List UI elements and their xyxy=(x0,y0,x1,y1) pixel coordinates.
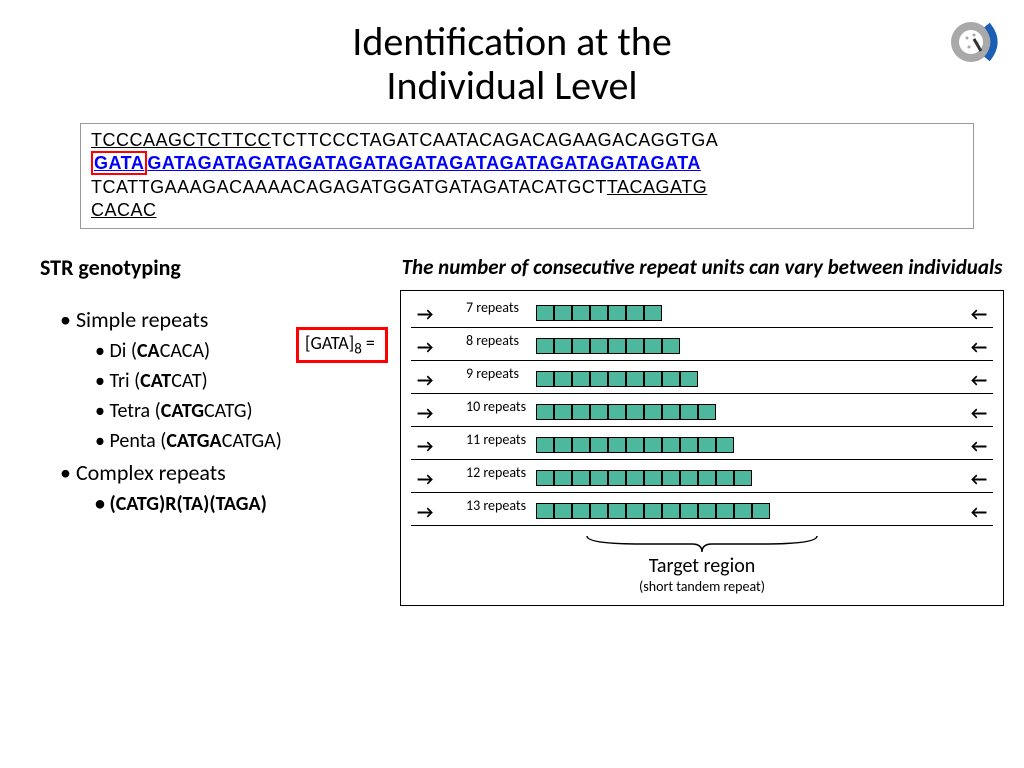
primer-arrow-left-icon: ← xyxy=(971,468,987,490)
repeat-row: → 8 repeats ← xyxy=(411,334,993,361)
repeat-count-label: 7 repeats xyxy=(466,299,519,316)
repeat-note: The number of consecutive repeat units c… xyxy=(400,254,1004,280)
repeat-row: → 13 repeats ← xyxy=(411,499,993,526)
primer-arrow-left-icon: ← xyxy=(971,501,987,523)
repeat-count-label: 13 repeats xyxy=(466,497,526,514)
bullet-tetra: • Tetra (CATGCATG) xyxy=(95,399,380,423)
repeat-row: → 11 repeats ← xyxy=(411,433,993,460)
bullet-complex: • Complex repeats xyxy=(60,459,380,486)
page-title: Identification at the Individual Level xyxy=(20,20,1004,108)
target-region-label: Target region (short tandem repeat) xyxy=(411,534,993,595)
primer-arrow-right-icon: → xyxy=(417,369,433,391)
repeat-boxes xyxy=(536,437,734,453)
primer-arrow-right-icon: → xyxy=(417,303,433,325)
sequence-box: TCCCAAGCTCTTCCTCTTCCCTAGATCAATACAGACAGAA… xyxy=(80,123,974,229)
repeat-count-label: 11 repeats xyxy=(466,431,526,448)
primer-arrow-left-icon: ← xyxy=(971,336,987,358)
primer-arrow-left-icon: ← xyxy=(971,369,987,391)
repeat-boxes xyxy=(536,305,662,321)
primer-arrow-left-icon: ← xyxy=(971,435,987,457)
repeat-boxes xyxy=(536,503,770,519)
primer-arrow-left-icon: ← xyxy=(971,402,987,424)
str-heading: STR genotyping xyxy=(40,254,380,281)
repeat-row: → 12 repeats ← xyxy=(411,466,993,493)
repeat-diagram-section: The number of consecutive repeat units c… xyxy=(400,254,1004,606)
repeat-boxes xyxy=(536,470,752,486)
str-genotyping-section: STR genotyping • Simple repeats • Di (CA… xyxy=(20,254,380,606)
bullet-penta: • Penta (CATGACATGA) xyxy=(95,429,380,453)
primer-arrow-right-icon: → xyxy=(417,435,433,457)
repeat-row: → 7 repeats ← xyxy=(411,301,993,328)
bullet-tri: • Tri (CATCAT) xyxy=(95,369,380,393)
repeat-count-label: 10 repeats xyxy=(466,398,526,415)
logo-icon xyxy=(949,15,1004,75)
primer-arrow-right-icon: → xyxy=(417,336,433,358)
repeat-count-label: 9 repeats xyxy=(466,365,519,382)
repeat-diagram: [GATA]8 = →7 repeats←→8 repeats←→9 repea… xyxy=(400,290,1004,606)
repeat-row: → 10 repeats ← xyxy=(411,400,993,427)
repeat-boxes xyxy=(536,371,698,387)
repeat-count-label: 8 repeats xyxy=(466,332,519,349)
primer-arrow-right-icon: → xyxy=(417,402,433,424)
primer-arrow-right-icon: → xyxy=(417,468,433,490)
repeat-boxes xyxy=(536,404,716,420)
gata-label: [GATA]8 = xyxy=(296,327,388,364)
primer-arrow-left-icon: ← xyxy=(971,303,987,325)
primer-arrow-right-icon: → xyxy=(417,501,433,523)
bullet-complex-ex: • (CATG)R(TA)(TAGA) xyxy=(95,492,380,516)
repeat-row: → 9 repeats ← xyxy=(411,367,993,394)
repeat-count-label: 12 repeats xyxy=(466,464,526,481)
repeat-boxes xyxy=(536,338,680,354)
